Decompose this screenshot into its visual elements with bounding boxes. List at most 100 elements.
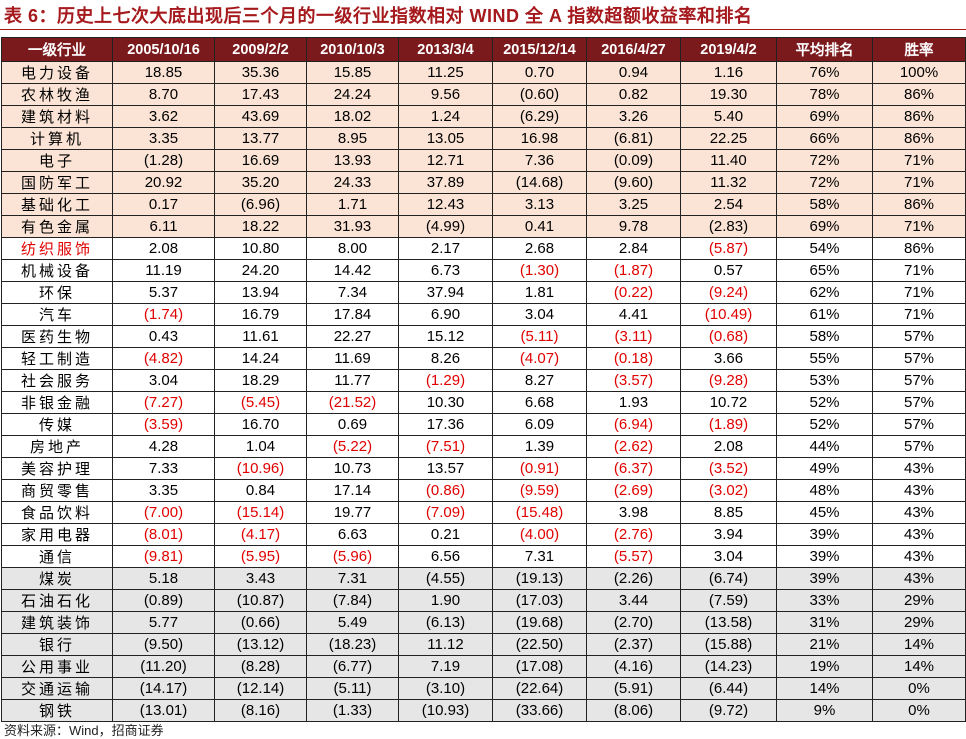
industry-name: 煤炭 bbox=[1, 567, 113, 590]
table-cell: 2.17 bbox=[398, 237, 493, 260]
table-cell: (7.09) bbox=[398, 501, 493, 524]
table-cell: 86% bbox=[872, 127, 966, 150]
table-cell: 0.84 bbox=[214, 479, 307, 502]
industry-name: 建筑材料 bbox=[1, 105, 113, 128]
table-row: 银行 (9.50) (13.12) (18.23) 11.12 (22.50) (2.37)… bbox=[1, 633, 966, 656]
table-cell: 3.13 bbox=[492, 193, 587, 216]
table-cell: (9.24) bbox=[680, 281, 777, 304]
table-cell: 86% bbox=[872, 237, 966, 260]
table-cell: 57% bbox=[872, 369, 966, 392]
table-cell: 7.31 bbox=[492, 545, 587, 568]
table-cell: 9% bbox=[776, 699, 873, 722]
table-cell: 49% bbox=[776, 457, 873, 480]
table-cell: 6.09 bbox=[492, 413, 587, 436]
table-cell: (7.84) bbox=[306, 589, 399, 612]
table-cell: 72% bbox=[776, 149, 873, 172]
industry-name: 非银金融 bbox=[1, 391, 113, 414]
table-cell: (0.68) bbox=[680, 325, 777, 348]
industry-name: 钢铁 bbox=[1, 699, 113, 722]
table-cell: (7.51) bbox=[398, 435, 493, 458]
column-header: 平均排名 bbox=[776, 37, 873, 62]
table-row: 国防军工 20.92 35.20 24.33 37.89 (14.68) (9.60) 11.… bbox=[1, 171, 966, 194]
table-cell: (4.00) bbox=[492, 523, 587, 546]
table-cell: 0.57 bbox=[680, 259, 777, 282]
table-cell: 3.98 bbox=[586, 501, 681, 524]
table-cell: 1.90 bbox=[398, 589, 493, 612]
table-cell: (33.66) bbox=[492, 699, 587, 722]
table-cell: (5.11) bbox=[306, 677, 399, 700]
table-cell: (8.06) bbox=[586, 699, 681, 722]
table-cell: (10.96) bbox=[214, 457, 307, 480]
table-cell: 43% bbox=[872, 567, 966, 590]
table-cell: 10.72 bbox=[680, 391, 777, 414]
table-cell: 2.84 bbox=[586, 237, 681, 260]
table-cell: (13.58) bbox=[680, 611, 777, 634]
table-cell: 6.56 bbox=[398, 545, 493, 568]
table-cell: 35.36 bbox=[214, 61, 307, 84]
table-row: 电力设备 18.85 35.36 15.85 11.25 0.70 0.94 1.16 76% 1… bbox=[1, 61, 966, 84]
table-cell: 9.56 bbox=[398, 83, 493, 106]
table-cell: (1.28) bbox=[112, 149, 215, 172]
table-cell: 11.40 bbox=[680, 149, 777, 172]
industry-name: 商贸零售 bbox=[1, 479, 113, 502]
table-cell: 18.22 bbox=[214, 215, 307, 238]
table-cell: 0.21 bbox=[398, 523, 493, 546]
table-cell: (6.29) bbox=[492, 105, 587, 128]
table-cell: (1.87) bbox=[586, 259, 681, 282]
table-cell: (3.57) bbox=[586, 369, 681, 392]
table-cell: (4.16) bbox=[586, 655, 681, 678]
table-cell: 16.98 bbox=[492, 127, 587, 150]
table-cell: (4.07) bbox=[492, 347, 587, 370]
table-cell: 11.77 bbox=[306, 369, 399, 392]
table-cell: 8.26 bbox=[398, 347, 493, 370]
table-cell: 15.12 bbox=[398, 325, 493, 348]
table-cell: (4.17) bbox=[214, 523, 307, 546]
table-cell: (10.93) bbox=[398, 699, 493, 722]
table-cell: (7.00) bbox=[112, 501, 215, 524]
table-cell: 71% bbox=[872, 281, 966, 304]
column-header: 2019/4/2 bbox=[680, 37, 777, 62]
table-cell: (0.66) bbox=[214, 611, 307, 634]
industry-name: 农林牧渔 bbox=[1, 83, 113, 106]
table-cell: 33% bbox=[776, 589, 873, 612]
table-cell: 19.30 bbox=[680, 83, 777, 106]
table-cell: 48% bbox=[776, 479, 873, 502]
table-cell: (22.50) bbox=[492, 633, 587, 656]
table-title: 表 6：历史上七次大底出现后三个月的一级行业指数相对 WIND 全 A 指数超额… bbox=[4, 6, 753, 26]
table-cell: 0.94 bbox=[586, 61, 681, 84]
table-cell: 39% bbox=[776, 567, 873, 590]
table-cell: (6.77) bbox=[306, 655, 399, 678]
table-cell: (12.14) bbox=[214, 677, 307, 700]
table-cell: 100% bbox=[872, 61, 966, 84]
table-cell: 66% bbox=[776, 127, 873, 150]
table-cell: 7.19 bbox=[398, 655, 493, 678]
table-cell: 43% bbox=[872, 457, 966, 480]
table-cell: (5.11) bbox=[492, 325, 587, 348]
table-cell: (19.13) bbox=[492, 567, 587, 590]
industry-name: 计算机 bbox=[1, 127, 113, 150]
table-cell: (13.12) bbox=[214, 633, 307, 656]
table-cell: 65% bbox=[776, 259, 873, 282]
table-cell: (10.87) bbox=[214, 589, 307, 612]
table-cell: 4.41 bbox=[586, 303, 681, 326]
table-cell: 8.27 bbox=[492, 369, 587, 392]
table-cell: 1.93 bbox=[586, 391, 681, 414]
table-cell: 6.68 bbox=[492, 391, 587, 414]
table-cell: 78% bbox=[776, 83, 873, 106]
industry-name: 银行 bbox=[1, 633, 113, 656]
table-cell: 17.43 bbox=[214, 83, 307, 106]
table-cell: (10.49) bbox=[680, 303, 777, 326]
table-cell: (6.81) bbox=[586, 127, 681, 150]
table-cell: 18.29 bbox=[214, 369, 307, 392]
table-cell: (9.50) bbox=[112, 633, 215, 656]
table-cell: (6.96) bbox=[214, 193, 307, 216]
table-cell: 0.41 bbox=[492, 215, 587, 238]
table-cell: (2.62) bbox=[586, 435, 681, 458]
table-cell: 69% bbox=[776, 215, 873, 238]
table-cell: 7.36 bbox=[492, 149, 587, 172]
table-cell: 1.16 bbox=[680, 61, 777, 84]
table-cell: 24.20 bbox=[214, 259, 307, 282]
table-cell: (7.27) bbox=[112, 391, 215, 414]
table-row: 农林牧渔 8.70 17.43 24.24 9.56 (0.60) 0.82 19.30 78%… bbox=[1, 83, 966, 106]
table-cell: 5.37 bbox=[112, 281, 215, 304]
